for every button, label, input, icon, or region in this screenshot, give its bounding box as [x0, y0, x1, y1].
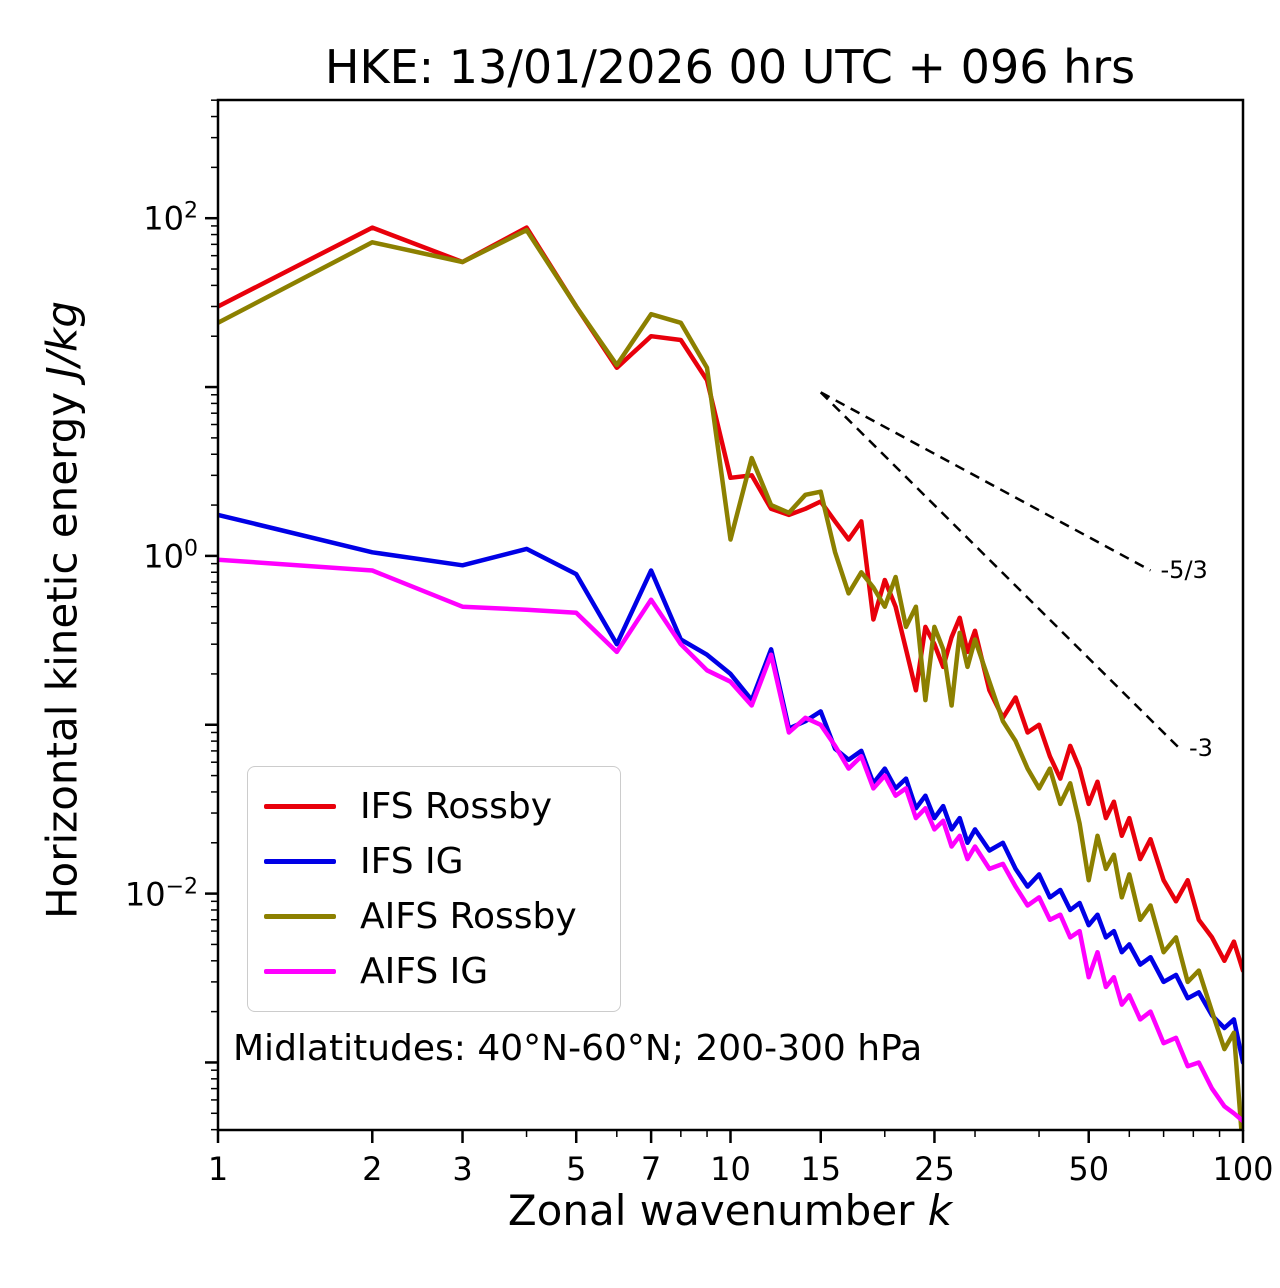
legend-label-aifs-ig: AIFS IG — [360, 951, 489, 992]
y-axis-label-text: Horizontal kinetic energy — [37, 378, 87, 920]
y-tick-label-1e2: 102 — [143, 198, 198, 238]
x-axis-label: Zonal wavenumber k — [508, 1186, 952, 1235]
legend-swatch-aifs-rossby — [264, 914, 336, 919]
chart-title: HKE: 13/01/2026 00 UTC + 096 hrs — [324, 40, 1136, 94]
reference-slope-line--5/3 — [820, 391, 1152, 572]
x-tick-label-50: 50 — [1068, 1150, 1110, 1188]
series-line-aifs-ig — [218, 557, 1243, 1124]
y-tick-label-1e-2: 10−2 — [124, 874, 198, 913]
legend-label-ifs-ig: IFS IG — [360, 841, 464, 882]
x-tick-label-10: 10 — [710, 1150, 751, 1188]
reference-slope-label--3: -3 — [1188, 733, 1213, 762]
x-axis-label-math: k — [927, 1186, 953, 1235]
x-tick-label-25: 25 — [914, 1150, 955, 1188]
x-tick-label-2: 2 — [362, 1150, 383, 1188]
legend: IFS Rossby IFS IG AIFS Rossby AIFS IG — [247, 766, 621, 1012]
x-axis-label-text: Zonal wavenumber — [507, 1186, 928, 1235]
x-tick-label-15: 15 — [800, 1150, 842, 1188]
y-axis-label: Horizontal kinetic energy J/kg — [38, 301, 87, 919]
legend-swatch-ifs-rossby — [264, 804, 336, 809]
x-tick-label-100: 100 — [1212, 1150, 1274, 1188]
reference-slope-line--3 — [819, 391, 1180, 749]
x-tick-label-1: 1 — [207, 1150, 229, 1188]
reference-slope-label--5/3: -5/3 — [1160, 556, 1208, 585]
y-tick-label-1e0: 100 — [143, 536, 198, 576]
series-line-ifs-rossby — [218, 225, 1243, 973]
legend-entry-ifs-ig: IFS IG — [248, 834, 620, 889]
legend-swatch-ifs-ig — [264, 859, 336, 864]
x-tick-label-7: 7 — [640, 1150, 662, 1188]
legend-label-ifs-rossby: IFS Rossby — [360, 786, 553, 827]
legend-swatch-aifs-ig — [264, 969, 336, 974]
x-tick-label-5: 5 — [566, 1150, 587, 1188]
legend-entry-aifs-rossby: AIFS Rossby — [248, 889, 620, 944]
series-line-ifs-ig — [218, 512, 1243, 1065]
legend-entry-aifs-ig: AIFS IG — [248, 944, 620, 999]
series-line-aifs-rossby — [218, 227, 1243, 1130]
legend-entry-ifs-rossby: IFS Rossby — [248, 779, 620, 834]
annotation-region: Midlatitudes: 40°N-60°N; 200-300 hPa — [233, 1028, 923, 1069]
plot-border — [216, 98, 1245, 1132]
x-tick-label-3: 3 — [452, 1150, 473, 1188]
legend-label-aifs-rossby: AIFS Rossby — [360, 896, 577, 937]
y-axis-label-math: J/kg — [37, 300, 87, 379]
